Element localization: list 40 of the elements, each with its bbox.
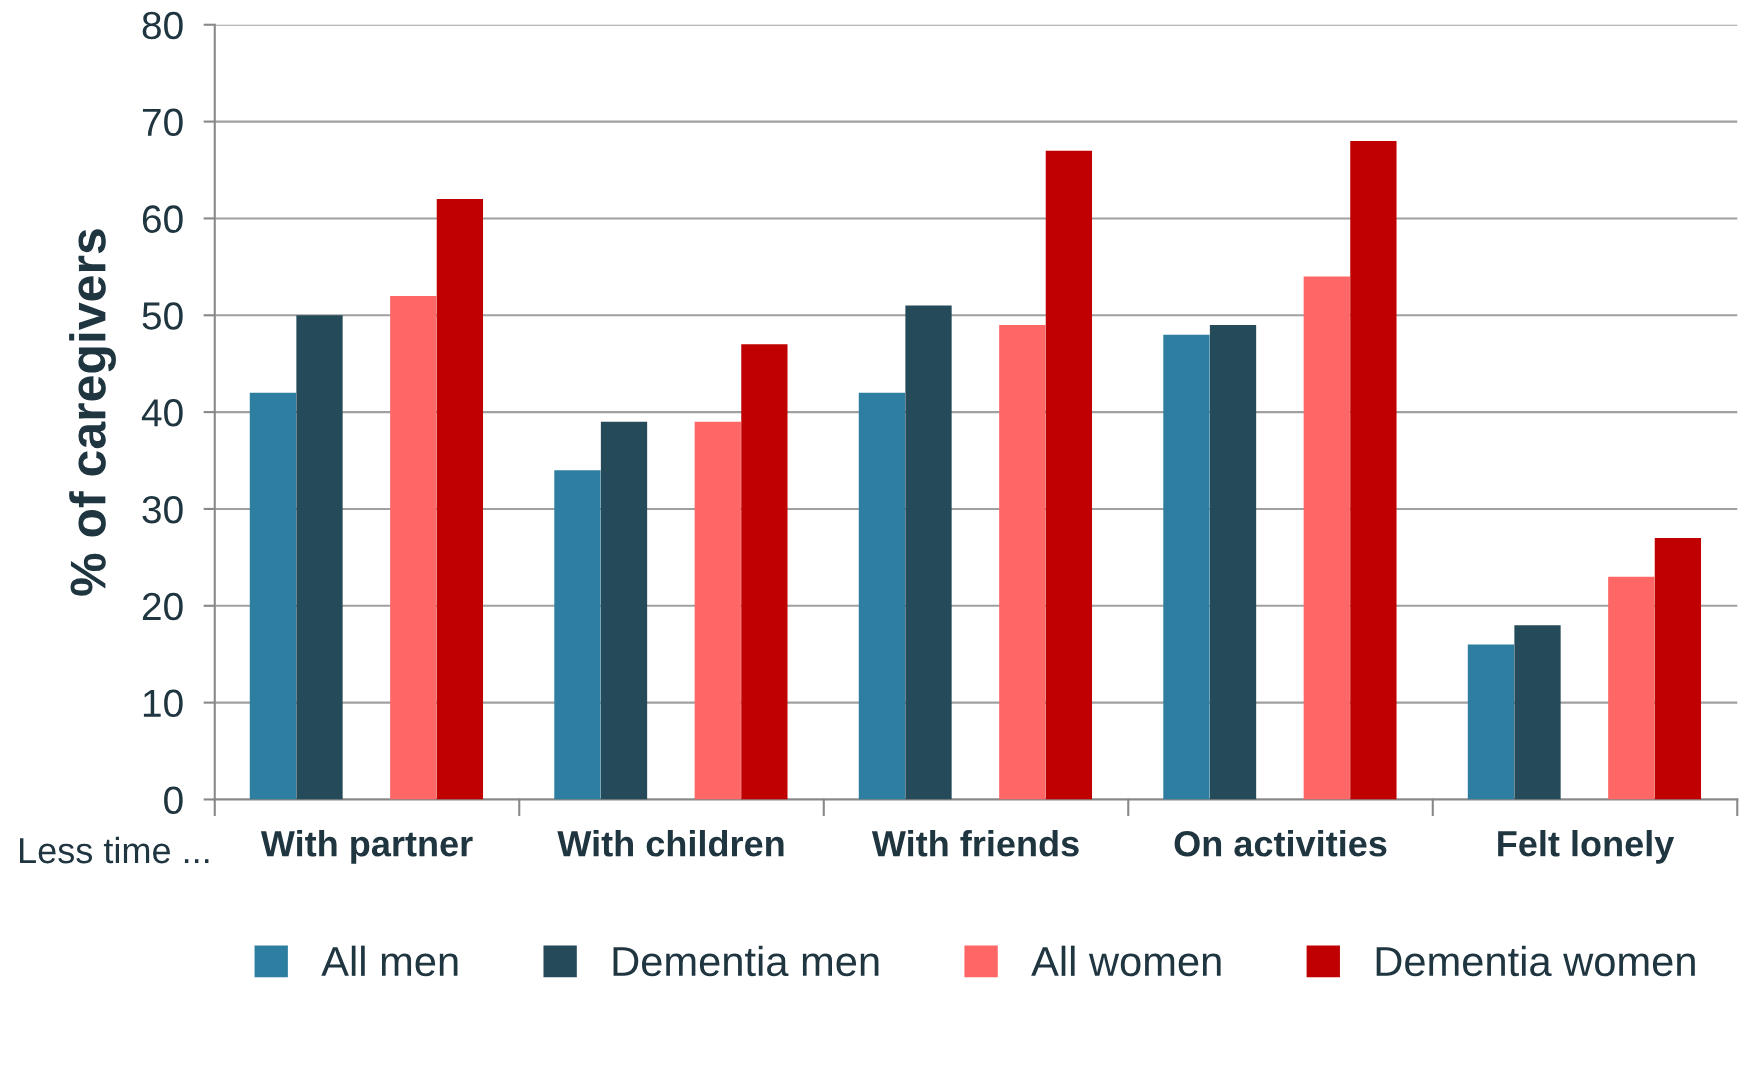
x-tick-label: On activities [1174, 830, 1387, 857]
bar [694, 421, 741, 800]
x-tick-label: With partner [260, 830, 473, 864]
bar [1045, 150, 1093, 800]
y-tick-label: 80 [142, 11, 183, 40]
text: Less time ... [20, 836, 209, 864]
bar [1514, 625, 1561, 800]
bar [554, 470, 601, 800]
bar [1608, 576, 1655, 800]
y-tick-label: 10 [143, 689, 183, 718]
legend-label: Dementia men [613, 945, 879, 977]
y-tick-label: 70 [142, 108, 183, 137]
bar [1209, 324, 1257, 800]
bar [1350, 140, 1397, 800]
y-tick-label: 30 [142, 495, 183, 524]
y-tick-label: 50 [142, 302, 183, 330]
y-tick-label: 40 [141, 399, 183, 427]
bar [1467, 644, 1515, 800]
bar [905, 305, 952, 800]
bar [1163, 334, 1210, 800]
bar [1654, 538, 1702, 800]
legend-label: All men [321, 945, 458, 977]
bar [296, 315, 343, 800]
bar [1303, 276, 1350, 800]
bar [436, 199, 484, 800]
bar [390, 295, 437, 800]
bar [741, 344, 788, 800]
legend-label: All women [1031, 945, 1221, 977]
bar [999, 324, 1046, 800]
x-tick-label: With friends [871, 830, 1079, 857]
y-axis-title: % of caregivers [69, 229, 116, 596]
legend-label: Dementia women [1376, 945, 1695, 977]
bar [600, 421, 648, 800]
bar [858, 392, 906, 800]
x-tick-label: With children [557, 830, 784, 857]
y-tick-label: 60 [142, 205, 183, 233]
bar [249, 392, 297, 800]
y-tick-label: 20 [142, 592, 183, 621]
y-tick-label: 0 [164, 786, 183, 814]
x-tick-label: Felt lonely [1498, 830, 1675, 864]
